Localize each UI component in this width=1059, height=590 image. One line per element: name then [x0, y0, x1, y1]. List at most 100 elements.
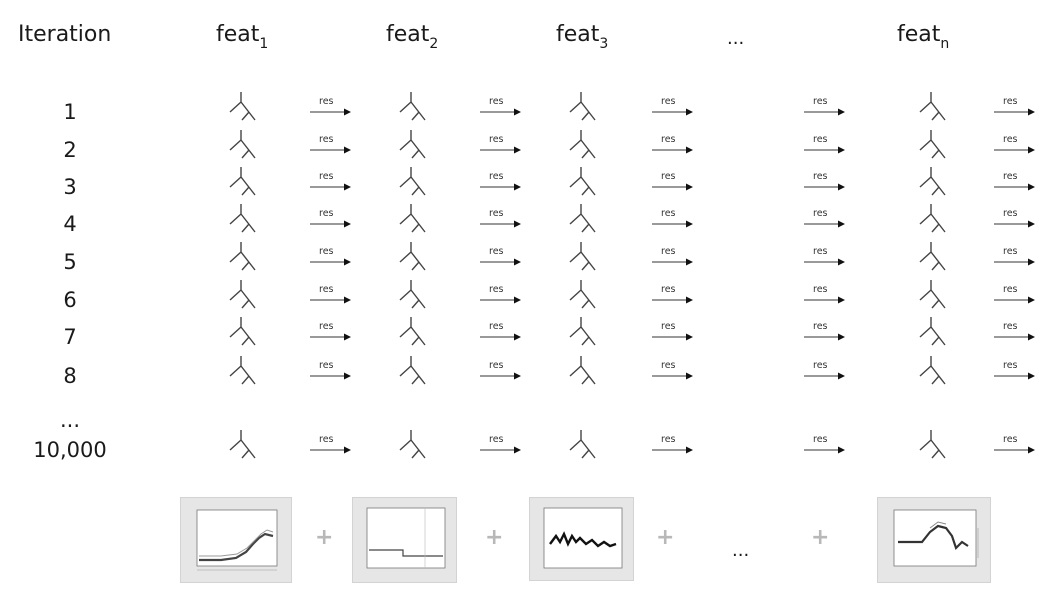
feature-header-1: feat1: [216, 22, 269, 53]
residual-arrow: res: [310, 96, 352, 120]
tree-icon: [398, 354, 428, 390]
tree-icon: [568, 315, 598, 351]
residual-label: res: [319, 360, 334, 371]
residual-arrow: res: [652, 171, 694, 195]
residual-arrow: res: [994, 360, 1036, 384]
residual-label: res: [319, 246, 334, 257]
residual-arrow: res: [804, 246, 846, 270]
tree-icon: [228, 278, 258, 314]
residual-arrow: res: [480, 134, 522, 158]
residual-label: res: [1003, 134, 1018, 145]
residual-label: res: [489, 321, 504, 332]
residual-arrow: res: [652, 246, 694, 270]
residual-label: res: [661, 171, 676, 182]
residual-label: res: [813, 246, 828, 257]
residual-arrow: res: [652, 284, 694, 308]
iteration-number: 7: [63, 325, 77, 349]
residual-arrow: res: [804, 96, 846, 120]
plus-sign-2: +: [485, 525, 504, 550]
residual-arrow: res: [310, 208, 352, 232]
tree-icon: [228, 240, 258, 276]
tree-icon: [918, 165, 948, 201]
residual-label: res: [661, 284, 676, 295]
residual-arrow: res: [804, 208, 846, 232]
iteration-number: ...: [59, 408, 81, 432]
tree-icon: [568, 428, 598, 464]
residual-arrow: res: [804, 284, 846, 308]
residual-arrow: res: [804, 321, 846, 345]
tree-icon: [918, 202, 948, 238]
tree-icon: [918, 90, 948, 126]
tree-icon: [398, 315, 428, 351]
residual-arrow: res: [994, 208, 1036, 232]
residual-label: res: [661, 208, 676, 219]
tree-icon: [228, 165, 258, 201]
residual-label: res: [1003, 96, 1018, 107]
plus-sign-4: +: [811, 525, 830, 550]
feature-header-3: feat3: [556, 22, 609, 53]
partial-dependence-plot-1: [180, 497, 292, 583]
residual-arrow: res: [804, 134, 846, 158]
residual-label: res: [813, 134, 828, 145]
residual-label: res: [489, 134, 504, 145]
residual-label: res: [319, 321, 334, 332]
tree-icon: [228, 128, 258, 164]
residual-label: res: [661, 360, 676, 371]
iteration-number: 8: [63, 364, 77, 388]
residual-label: res: [1003, 360, 1018, 371]
tree-icon: [398, 240, 428, 276]
residual-label: res: [1003, 208, 1018, 219]
residual-label: res: [489, 434, 504, 445]
residual-label: res: [319, 134, 334, 145]
residual-arrow: res: [652, 321, 694, 345]
residual-label: res: [1003, 171, 1018, 182]
residual-label: res: [813, 171, 828, 182]
tree-icon: [568, 128, 598, 164]
residual-arrow: res: [480, 246, 522, 270]
tree-icon: [568, 240, 598, 276]
residual-arrow: res: [994, 134, 1036, 158]
tree-icon: [228, 90, 258, 126]
residual-label: res: [813, 96, 828, 107]
residual-label: res: [661, 321, 676, 332]
iteration-number: 3: [63, 175, 77, 199]
partial-dependence-plot-n: [877, 497, 991, 583]
residual-arrow: res: [310, 360, 352, 384]
residual-arrow: res: [994, 171, 1036, 195]
residual-label: res: [489, 360, 504, 371]
tree-icon: [398, 90, 428, 126]
residual-label: res: [661, 134, 676, 145]
residual-arrow: res: [994, 434, 1036, 458]
tree-icon: [398, 278, 428, 314]
residual-label: res: [813, 321, 828, 332]
iteration-header: Iteration: [18, 22, 112, 47]
tree-icon: [398, 202, 428, 238]
residual-arrow: res: [480, 171, 522, 195]
residual-arrow: res: [310, 284, 352, 308]
residual-label: res: [489, 208, 504, 219]
residual-label: res: [813, 284, 828, 295]
tree-icon: [918, 428, 948, 464]
tree-icon: [398, 165, 428, 201]
residual-label: res: [1003, 321, 1018, 332]
residual-arrow: res: [652, 134, 694, 158]
tree-icon: [568, 90, 598, 126]
residual-arrow: res: [480, 360, 522, 384]
residual-label: res: [319, 284, 334, 295]
feature-header-ellipsis: ...: [727, 28, 745, 49]
residual-arrow: res: [652, 96, 694, 120]
residual-label: res: [661, 434, 676, 445]
residual-label: res: [489, 171, 504, 182]
tree-icon: [228, 315, 258, 351]
residual-arrow: res: [480, 208, 522, 232]
residual-arrow: res: [480, 96, 522, 120]
residual-label: res: [813, 434, 828, 445]
partial-dependence-plot-3: [529, 497, 634, 581]
tree-icon: [918, 315, 948, 351]
residual-label: res: [813, 360, 828, 371]
residual-arrow: res: [480, 284, 522, 308]
iteration-number: 5: [63, 250, 77, 274]
tree-icon: [228, 202, 258, 238]
plus-sign-3: +: [656, 525, 675, 550]
